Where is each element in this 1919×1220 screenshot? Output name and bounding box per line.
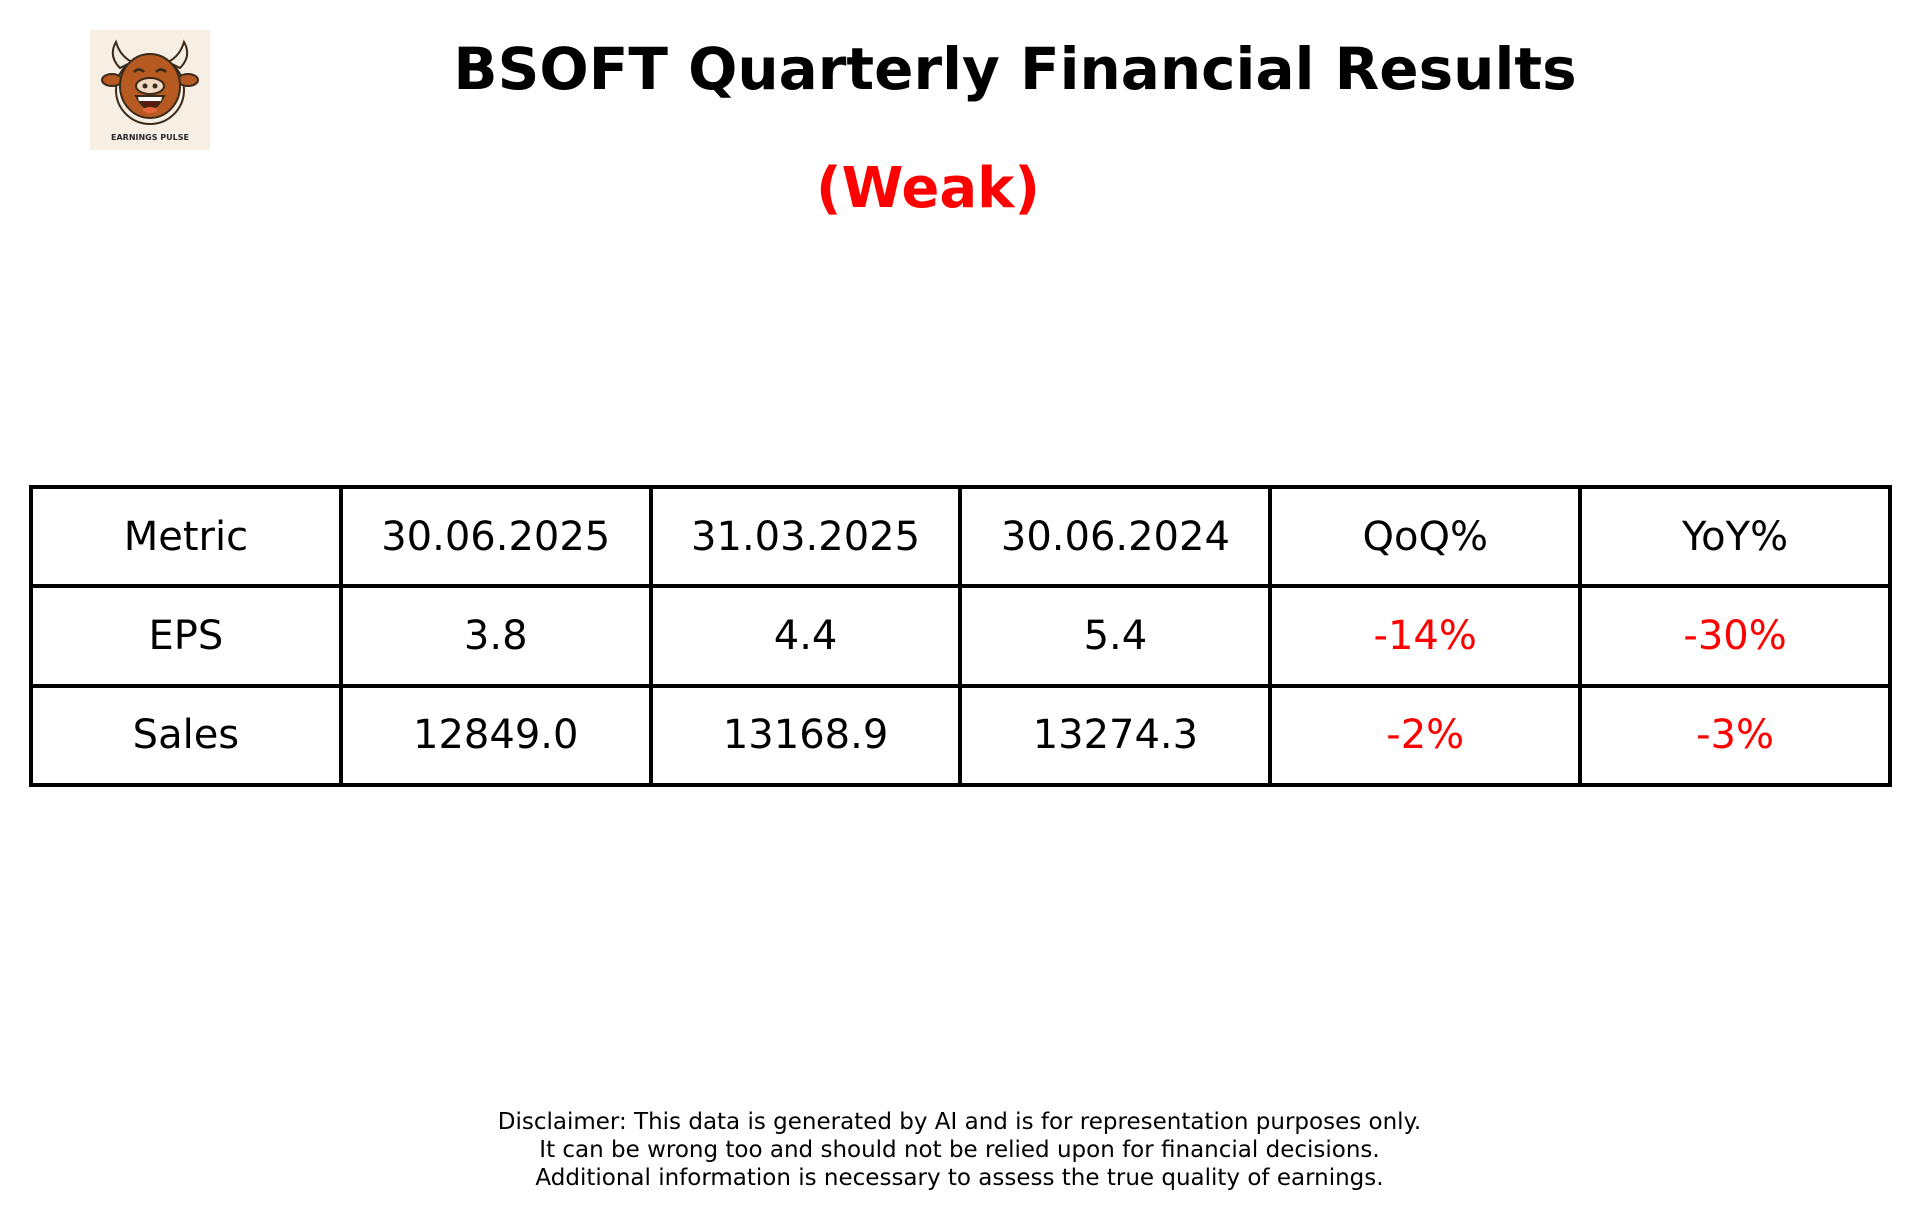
- qoq-change-cell: -2%: [1268, 683, 1583, 788]
- value-cell: 3.8: [338, 584, 653, 688]
- value-cell: 5.4: [958, 584, 1273, 688]
- financial-results-table: Metric 30.06.2025 31.03.2025 30.06.2024 …: [29, 484, 1892, 788]
- column-header: Metric: [29, 484, 343, 589]
- metric-label: EPS: [29, 584, 343, 688]
- value-cell: 4.4: [648, 584, 963, 688]
- bull-mascot-icon: EARNINGS PULSE: [101, 39, 199, 142]
- column-header: 30.06.2024: [958, 484, 1273, 589]
- yoy-change-cell: -30%: [1578, 584, 1892, 688]
- table-header-row: Metric 30.06.2025 31.03.2025 30.06.2024 …: [29, 484, 1892, 589]
- yoy-change-cell: -3%: [1578, 683, 1892, 788]
- disclaimer: Disclaimer: This data is generated by AI…: [0, 1108, 1919, 1192]
- column-header: QoQ%: [1268, 484, 1583, 589]
- page-title: BSOFT Quarterly Financial Results: [453, 35, 1577, 103]
- disclaimer-line: It can be wrong too and should not be re…: [539, 1137, 1380, 1163]
- value-cell: 12849.0: [338, 683, 653, 788]
- table-row: Sales 12849.0 13168.9 13274.3 -2% -3%: [29, 683, 1892, 788]
- qoq-change-cell: -14%: [1268, 584, 1583, 688]
- rating-badge: (Weak): [816, 156, 1040, 221]
- value-cell: 13168.9: [648, 683, 963, 788]
- value-cell: 13274.3: [958, 683, 1273, 788]
- table-row: EPS 3.8 4.4 5.4 -14% -30%: [29, 584, 1892, 688]
- earnings-pulse-logo: EARNINGS PULSE: [90, 30, 210, 150]
- column-header: 30.06.2025: [338, 484, 653, 589]
- column-header: 31.03.2025: [648, 484, 963, 589]
- svg-text:EARNINGS PULSE: EARNINGS PULSE: [111, 133, 189, 142]
- disclaimer-line: Disclaimer: This data is generated by AI…: [497, 1109, 1422, 1135]
- column-header: YoY%: [1578, 484, 1892, 589]
- metric-label: Sales: [29, 683, 343, 788]
- disclaimer-line: Additional information is necessary to a…: [535, 1165, 1384, 1191]
